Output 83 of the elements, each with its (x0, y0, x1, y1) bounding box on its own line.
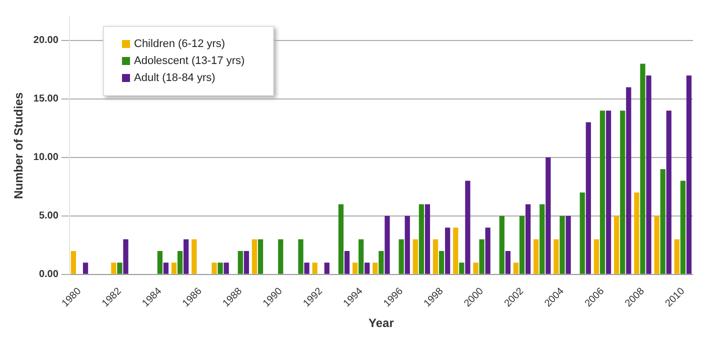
bar (171, 262, 177, 274)
legend-label: Children (6-12 yrs) (134, 38, 226, 50)
bar (680, 180, 686, 274)
y-tick-label: 0.00 (38, 269, 59, 280)
bar (344, 250, 350, 274)
bar (525, 204, 531, 274)
bar (278, 239, 284, 274)
bar (70, 250, 76, 274)
bar (686, 75, 692, 274)
bar (626, 87, 632, 274)
bar (566, 216, 571, 274)
bar (634, 192, 640, 274)
bar (554, 239, 559, 274)
bar (519, 216, 525, 274)
bar (614, 216, 620, 274)
bar (157, 250, 163, 274)
bar (580, 192, 585, 274)
bar (258, 239, 264, 274)
bar (298, 239, 304, 274)
bar (338, 204, 344, 274)
bar (404, 216, 410, 274)
bar (424, 204, 430, 274)
y-tick-label: 20.00 (33, 35, 59, 46)
bar (82, 262, 88, 274)
bar (445, 228, 450, 274)
y-axis-title: Number of Studies (12, 92, 26, 200)
y-tick-label: 15.00 (33, 94, 59, 105)
bar (485, 228, 490, 274)
bar (646, 75, 652, 274)
bar (473, 262, 478, 274)
bar (418, 204, 424, 274)
y-tick-label: 5.00 (38, 210, 59, 222)
bar (312, 262, 318, 274)
bar (674, 239, 680, 274)
bar (505, 250, 511, 274)
bar (372, 262, 378, 274)
bar (163, 262, 169, 274)
bar (479, 239, 484, 274)
bar (218, 262, 223, 274)
bar (540, 204, 545, 274)
bar (666, 110, 672, 274)
bar (123, 239, 128, 274)
bar (586, 122, 591, 274)
bar (513, 262, 519, 274)
bar (212, 262, 217, 274)
legend-label: Adult (18-84 yrs) (134, 72, 216, 84)
bar (111, 262, 116, 274)
bar (594, 239, 600, 274)
bar (304, 262, 310, 274)
bar (352, 262, 358, 274)
bar (324, 262, 330, 274)
bar (177, 250, 183, 274)
bar (364, 262, 370, 274)
bar (384, 216, 390, 274)
bar (465, 180, 470, 274)
bar (499, 216, 504, 274)
bar (252, 239, 258, 274)
bar (238, 250, 243, 274)
bar (654, 216, 660, 274)
x-axis-title: Year (368, 316, 394, 330)
bar (192, 239, 197, 274)
bar (640, 64, 646, 274)
bar (600, 110, 606, 274)
bar (438, 250, 444, 274)
bar (224, 262, 229, 274)
bar (546, 157, 551, 274)
bar (398, 239, 404, 274)
bar (412, 239, 418, 274)
bar (620, 110, 626, 274)
y-tick-label: 10.00 (33, 152, 59, 164)
bar (184, 239, 189, 274)
bar (117, 262, 122, 274)
bar (453, 228, 458, 274)
bar (534, 239, 539, 274)
bar (459, 262, 464, 274)
bar (606, 110, 612, 274)
bar (378, 250, 384, 274)
bar (560, 216, 565, 274)
bar (660, 169, 666, 274)
bar (432, 239, 438, 274)
bar (358, 239, 364, 274)
bar (244, 250, 250, 274)
legend-label: Adolescent (13-17 yrs) (134, 55, 245, 67)
